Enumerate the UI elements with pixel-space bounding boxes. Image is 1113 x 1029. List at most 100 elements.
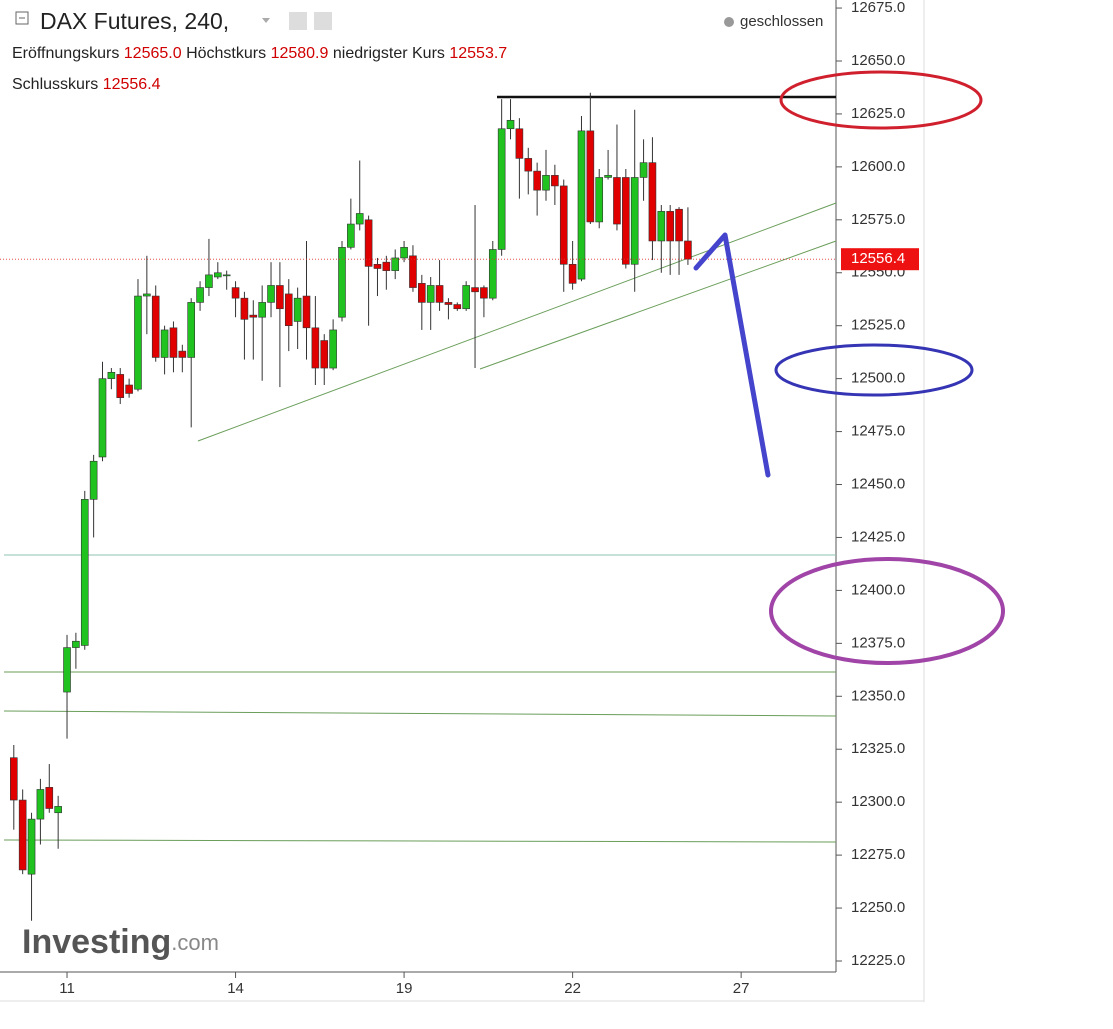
candle-body [462, 285, 470, 310]
annotations [3, 95, 837, 843]
candle-body [284, 293, 293, 326]
x-tick-label: 27 [733, 980, 750, 997]
candle-body [151, 295, 160, 358]
candle-body [36, 789, 45, 820]
candle-body [426, 285, 435, 303]
candle-body [355, 213, 364, 225]
value: 12556.4 [102, 76, 161, 93]
candle-body [684, 240, 692, 260]
y-tick-label: 12225.0 [851, 952, 905, 969]
candle-body [568, 263, 577, 284]
trend-line [479, 240, 837, 370]
candle-body [471, 287, 479, 293]
y-tick-label: 12275.0 [851, 846, 905, 863]
candle-body [45, 787, 54, 809]
candle-body [302, 295, 311, 329]
candle-body [577, 130, 586, 280]
candle-body [293, 297, 302, 322]
support-line [3, 710, 837, 717]
candle-body [497, 128, 506, 250]
candle-body [657, 211, 666, 242]
ellipse-red [779, 70, 983, 130]
status: geschlossen [740, 13, 823, 30]
drawings [693, 70, 1005, 665]
candle-body [515, 128, 524, 159]
value: 12580.9 [270, 45, 329, 62]
status-dot [724, 17, 734, 27]
candle-body [444, 302, 453, 305]
label: niedrigster Kurs [332, 45, 445, 62]
y-tick-label: 12650.0 [851, 52, 905, 69]
candle-body [382, 261, 391, 271]
candle-body [214, 272, 222, 278]
ellipse-blue [774, 343, 974, 397]
candle-body [409, 255, 417, 288]
candle-body [400, 247, 408, 259]
last-price-label: 12556.4 [851, 250, 905, 267]
candle-body [418, 283, 426, 303]
y-tick-label: 12425.0 [851, 528, 905, 545]
y-tick-label: 12375.0 [851, 634, 905, 651]
settings-icon[interactable] [289, 12, 307, 30]
candle-body [391, 257, 400, 271]
candle-body [222, 274, 231, 277]
candle-body [205, 274, 213, 288]
x-tick-label: 14 [227, 980, 244, 997]
candle-body [542, 175, 550, 191]
y-tick-label: 12525.0 [851, 317, 905, 334]
x-tick-label: 11 [59, 980, 75, 997]
candle-body [107, 371, 116, 379]
candle-body [364, 219, 373, 267]
y-tick-label: 12350.0 [851, 687, 905, 704]
collapse-icon[interactable] [15, 11, 29, 25]
candle-body [231, 287, 240, 299]
candle-body [613, 177, 621, 225]
watermark-main: Investing [22, 923, 171, 961]
x-tick-label: 22 [564, 980, 581, 997]
candle-body [630, 177, 639, 265]
candle-body [675, 208, 683, 242]
ohlc-line: Eröffnungskurs 12565.0 Höchstkurs 12580.… [12, 45, 507, 63]
candle-body [27, 818, 36, 875]
support-line [3, 839, 837, 843]
y-tick-label: 12600.0 [851, 158, 905, 175]
label: Schlusskurs [12, 76, 99, 93]
settings-icon[interactable] [314, 12, 332, 30]
candle-body [533, 170, 541, 191]
candle-body [240, 297, 249, 320]
candle-body [453, 304, 462, 310]
watermark: Investing.com [22, 923, 219, 961]
dropdown-icon[interactable] [262, 18, 270, 23]
last-price-tag [841, 248, 919, 271]
candle-body [116, 374, 125, 398]
label: Eröffnungskurs [12, 45, 120, 62]
candle-body [435, 285, 444, 303]
candle-body [258, 302, 266, 318]
value: 12565.0 [123, 45, 182, 62]
candle-body [506, 119, 515, 130]
candle-body [249, 314, 258, 318]
candle-body [586, 130, 595, 223]
candle-body [80, 499, 89, 646]
watermark-suffix: .com [171, 930, 219, 955]
y-tick-label: 12300.0 [851, 793, 905, 810]
y-tick-label: 12500.0 [851, 370, 905, 387]
candle-body [54, 806, 62, 814]
candle-body [622, 177, 630, 265]
candle-body [329, 329, 337, 369]
candle-body [134, 295, 142, 390]
candle-body [267, 285, 275, 303]
y-tick-label: 12250.0 [851, 899, 905, 916]
candle-body [187, 302, 195, 358]
candle-body [347, 223, 355, 248]
y-tick-label: 12400.0 [851, 581, 905, 598]
candle-body [524, 158, 533, 172]
trend-line [197, 202, 837, 442]
arrow [693, 232, 771, 478]
candle-body [488, 249, 497, 299]
chart-title: DAX Futures, 240, [40, 8, 230, 34]
y-tick-label: 12575.0 [851, 211, 905, 228]
candle-body [338, 247, 346, 318]
